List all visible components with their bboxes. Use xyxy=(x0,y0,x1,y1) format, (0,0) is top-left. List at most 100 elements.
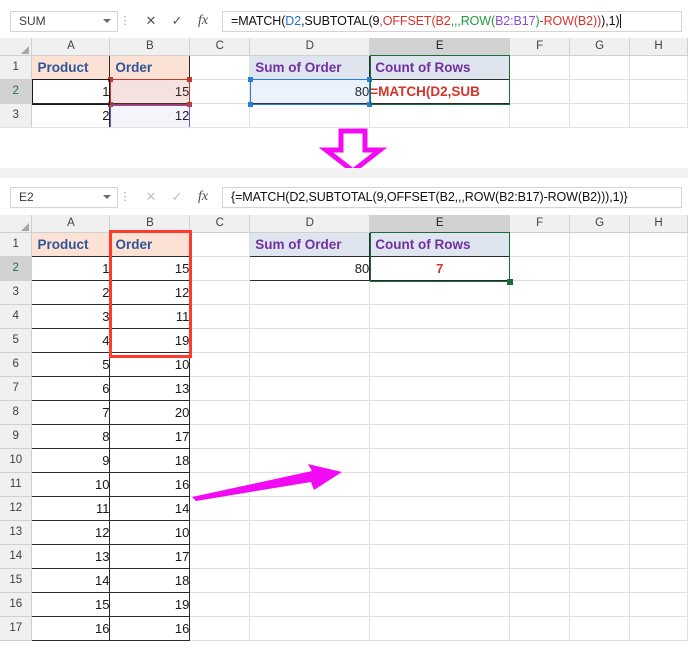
column-header-c[interactable]: C xyxy=(189,38,251,56)
cell-b3[interactable]: 12 xyxy=(109,102,191,128)
column-header-c[interactable]: C xyxy=(189,215,251,233)
more-options-icon[interactable]: ⋮ xyxy=(119,191,131,203)
cell-d1[interactable]: Sum of Order xyxy=(249,54,371,80)
cell-f1[interactable] xyxy=(509,232,571,257)
cell-c7[interactable] xyxy=(189,376,251,401)
cell-b16[interactable]: 19 xyxy=(109,591,191,617)
cell-f12[interactable] xyxy=(509,496,571,521)
cell-c16[interactable] xyxy=(189,592,251,617)
row-header-13[interactable]: 13 xyxy=(0,520,33,545)
cell-d5[interactable] xyxy=(249,328,371,353)
cancel-icon[interactable]: ✕ xyxy=(145,13,157,28)
cell-b1[interactable]: Order xyxy=(109,54,191,80)
cell-g17[interactable] xyxy=(569,616,631,641)
row-header-7[interactable]: 7 xyxy=(0,376,33,401)
cell-d13[interactable] xyxy=(249,520,371,545)
cell-h1[interactable] xyxy=(629,55,688,80)
cell-a6[interactable]: 5 xyxy=(31,351,111,377)
cell-b8[interactable]: 20 xyxy=(109,399,191,425)
row-header-2[interactable]: 2 xyxy=(0,256,33,281)
cell-g10[interactable] xyxy=(569,448,631,473)
row-header-5[interactable]: 5 xyxy=(0,328,33,353)
cell-a7[interactable]: 6 xyxy=(31,375,111,401)
cell-a2[interactable]: 1 xyxy=(31,255,111,281)
cell-g4[interactable] xyxy=(569,304,631,329)
column-header-h[interactable]: H xyxy=(629,38,688,56)
cell-d6[interactable] xyxy=(249,352,371,377)
cell-a14[interactable]: 13 xyxy=(31,543,111,569)
cell-e1[interactable]: Count of Rows xyxy=(369,231,511,257)
row-header-4[interactable]: 4 xyxy=(0,304,33,329)
cell-e16[interactable] xyxy=(369,592,511,617)
cell-h7[interactable] xyxy=(629,376,688,401)
chevron-down-icon[interactable] xyxy=(103,19,111,23)
cell-a16[interactable]: 15 xyxy=(31,591,111,617)
cell-e2[interactable]: =MATCH(D2,SUB xyxy=(369,78,511,104)
cell-d9[interactable] xyxy=(249,424,371,449)
row-header-1[interactable]: 1 xyxy=(0,55,33,80)
cell-c12[interactable] xyxy=(189,496,251,521)
cell-b5[interactable]: 19 xyxy=(109,327,191,353)
cell-h4[interactable] xyxy=(629,304,688,329)
cell-c14[interactable] xyxy=(189,544,251,569)
cell-h3[interactable] xyxy=(629,280,688,305)
cell-g2[interactable] xyxy=(569,79,631,104)
cell-d15[interactable] xyxy=(249,568,371,593)
cell-b4[interactable]: 11 xyxy=(109,303,191,329)
cell-g16[interactable] xyxy=(569,592,631,617)
column-header-e[interactable]: E xyxy=(369,38,511,56)
cell-a3[interactable]: 2 xyxy=(31,102,111,128)
cell-a4[interactable]: 3 xyxy=(31,303,111,329)
formula-input[interactable]: =MATCH(D2,SUBTOTAL(9,OFFSET(B2,,,ROW(B2:… xyxy=(222,10,682,32)
cell-c5[interactable] xyxy=(189,328,251,353)
cell-a8[interactable]: 7 xyxy=(31,399,111,425)
cell-g13[interactable] xyxy=(569,520,631,545)
cell-h15[interactable] xyxy=(629,568,688,593)
cell-b11[interactable]: 16 xyxy=(109,471,191,497)
cell-b13[interactable]: 10 xyxy=(109,519,191,545)
cell-g9[interactable] xyxy=(569,424,631,449)
cell-g1[interactable] xyxy=(569,232,631,257)
cell-e13[interactable] xyxy=(369,520,511,545)
cell-e4[interactable] xyxy=(369,304,511,329)
cell-b15[interactable]: 18 xyxy=(109,567,191,593)
cell-d10[interactable] xyxy=(249,448,371,473)
cell-e12[interactable] xyxy=(369,496,511,521)
row-header-10[interactable]: 10 xyxy=(0,448,33,473)
column-header-g[interactable]: G xyxy=(569,215,631,233)
select-all-corner[interactable] xyxy=(0,38,33,56)
cell-f1[interactable] xyxy=(509,55,571,80)
cell-f17[interactable] xyxy=(509,616,571,641)
cell-f2[interactable] xyxy=(509,256,571,281)
cell-c11[interactable] xyxy=(189,472,251,497)
cell-h11[interactable] xyxy=(629,472,688,497)
row-header-9[interactable]: 9 xyxy=(0,424,33,449)
cell-f7[interactable] xyxy=(509,376,571,401)
cell-e1[interactable]: Count of Rows xyxy=(369,54,511,80)
row-header-15[interactable]: 15 xyxy=(0,568,33,593)
cell-d3[interactable] xyxy=(249,280,371,305)
cell-f11[interactable] xyxy=(509,472,571,497)
cell-b14[interactable]: 17 xyxy=(109,543,191,569)
select-all-corner[interactable] xyxy=(0,215,33,233)
name-box[interactable]: SUM xyxy=(10,10,118,32)
cell-f15[interactable] xyxy=(509,568,571,593)
cell-f3[interactable] xyxy=(509,280,571,305)
cell-c13[interactable] xyxy=(189,520,251,545)
cell-a13[interactable]: 12 xyxy=(31,519,111,545)
cell-d16[interactable] xyxy=(249,592,371,617)
cell-c3[interactable] xyxy=(189,103,251,128)
cell-c8[interactable] xyxy=(189,400,251,425)
cell-a12[interactable]: 11 xyxy=(31,495,111,521)
cell-g6[interactable] xyxy=(569,352,631,377)
cell-h12[interactable] xyxy=(629,496,688,521)
cell-h2[interactable] xyxy=(629,256,688,281)
cell-a17[interactable]: 16 xyxy=(31,615,111,641)
cell-e3[interactable] xyxy=(369,103,511,128)
cell-f14[interactable] xyxy=(509,544,571,569)
cell-a5[interactable]: 4 xyxy=(31,327,111,353)
cell-h8[interactable] xyxy=(629,400,688,425)
cancel-icon[interactable]: ✕ xyxy=(145,189,157,204)
cell-b12[interactable]: 14 xyxy=(109,495,191,521)
cell-g7[interactable] xyxy=(569,376,631,401)
